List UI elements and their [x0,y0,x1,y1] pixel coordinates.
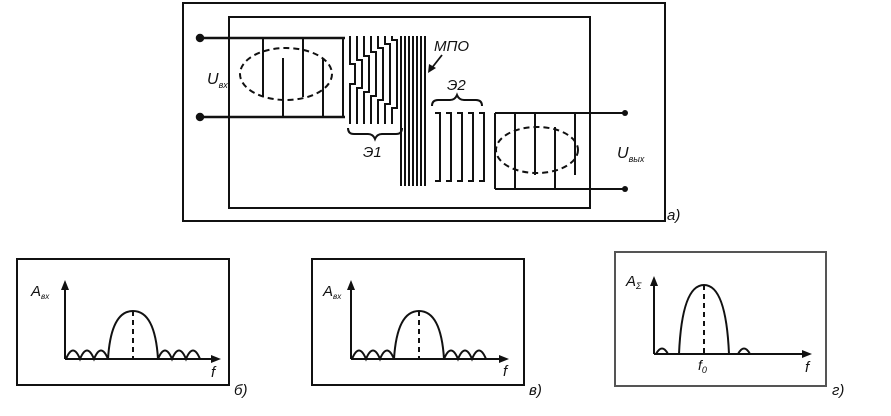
output-terminals [622,110,628,192]
electrode-group-e2 [435,112,485,182]
e2-label: Э2 [447,77,466,94]
panel-v-x-arrow [499,355,509,363]
panel-g-x-label: f [805,359,811,376]
panel-v-y-label: Aвх [322,283,342,301]
panel-a-outer-frame [182,2,666,222]
panel-g-label: г) [832,382,844,399]
multistrip-coupler [400,36,426,186]
panel-g-frame [614,251,827,387]
panel-a-label: а) [667,207,680,224]
input-voltage-label: Uвх [207,71,228,90]
e1-label: Э1 [363,144,382,161]
input-terminals [195,33,345,122]
panel-g-center-frequency-label: f0 [698,357,707,375]
panel-b-y-label: Aвх [30,283,50,301]
panel-v-y-arrow [347,280,355,290]
electrode-group-e1 [349,36,398,124]
panel-g: AΣ f0 f г) [614,251,844,399]
panel-g-x-arrow [802,350,812,358]
panel-b-frame [16,258,230,386]
mpo-label: МПО [434,38,469,55]
panel-b-y-arrow [61,280,69,290]
input-apodization-envelope [239,47,333,101]
panel-b-label: б) [234,382,247,399]
panel-v-x-label: f [503,363,509,380]
mpo-arrow [428,54,443,73]
panel-g-y-arrow [650,276,658,286]
panel-b: Aвх f б) [16,258,247,399]
panel-b-x-label: f [211,364,217,381]
panel-v: Aвх f в) [311,258,542,399]
panel-a: Э1 МПО Э2 [182,2,680,224]
panel-v-frame [311,258,525,386]
output-transducer [494,112,625,190]
panel-g-y-label: AΣ [625,273,642,291]
panel-b-x-arrow [211,355,221,363]
e2-brace [431,92,483,107]
e1-brace [347,127,403,142]
panel-v-label: в) [529,382,542,399]
input-transducer [262,38,344,117]
output-apodization-envelope [495,126,579,174]
output-voltage-label: Uвых [617,145,645,164]
